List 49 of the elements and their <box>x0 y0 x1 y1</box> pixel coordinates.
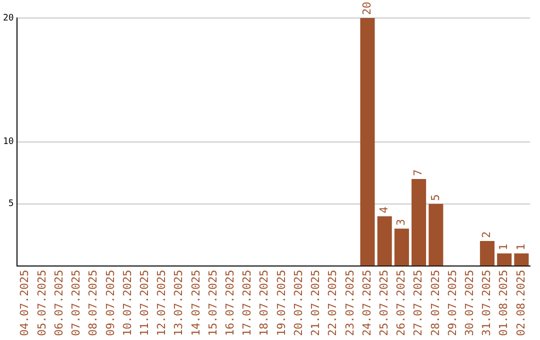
y-tick-label: 5 <box>8 199 14 210</box>
bar <box>514 253 529 266</box>
y-tick-label: 20 <box>2 13 14 24</box>
x-tick-label: 19.07.2025 <box>274 270 288 336</box>
bar <box>360 18 375 266</box>
y-tick-label: 10 <box>2 137 14 148</box>
x-tick-label: 30.07.2025 <box>462 270 476 336</box>
x-tick-label: 01.08.2025 <box>497 270 510 336</box>
x-tick-label: 17.07.2025 <box>240 270 254 336</box>
x-tick-label: 02.08.2025 <box>514 270 528 336</box>
x-tick-label: 09.07.2025 <box>104 270 117 336</box>
x-tick-label: 25.07.2025 <box>377 270 390 336</box>
x-tick-label: 14.07.2025 <box>189 270 202 336</box>
x-tick-label: 06.07.2025 <box>52 270 66 336</box>
x-tick-label: 20.07.2025 <box>292 270 305 336</box>
x-tick-label: 13.07.2025 <box>172 270 186 336</box>
x-tick-label: 07.07.2025 <box>70 270 83 336</box>
x-tick-label: 04.07.2025 <box>18 270 32 336</box>
x-tick-label: 12.07.2025 <box>155 270 168 336</box>
x-tick-label: 22.07.2025 <box>326 270 340 336</box>
data-label: 7 <box>412 169 425 176</box>
data-label: 4 <box>377 206 390 214</box>
x-tick-label: 10.07.2025 <box>120 270 134 336</box>
x-tick-label: 28.07.2025 <box>428 270 442 336</box>
data-label: 1 <box>514 244 528 250</box>
x-tick-label: 31.07.2025 <box>480 270 494 336</box>
x-tick-label: 08.07.2025 <box>86 270 100 336</box>
x-tick-label: 05.07.2025 <box>35 270 48 336</box>
x-tick-label: 29.07.2025 <box>446 270 459 336</box>
bar <box>480 240 495 266</box>
x-tick-label: 16.07.2025 <box>224 270 237 336</box>
data-label: 20 <box>360 2 374 15</box>
x-tick-label: 27.07.2025 <box>412 270 425 336</box>
bar <box>412 179 426 266</box>
x-tick-label: 11.07.2025 <box>138 270 151 336</box>
x-tick-label: 26.07.2025 <box>394 270 408 336</box>
bar <box>394 228 409 266</box>
bar <box>497 253 512 266</box>
x-tick-label: 15.07.2025 <box>206 270 220 336</box>
bar <box>428 204 444 266</box>
data-label: 5 <box>428 194 442 201</box>
data-label: 3 <box>394 218 408 226</box>
x-tick-label: 23.07.2025 <box>343 270 356 336</box>
bar <box>377 216 392 266</box>
data-label: 2 <box>480 231 494 238</box>
x-tick-label: 18.07.2025 <box>258 270 271 336</box>
x-tick-label: 21.07.2025 <box>309 270 322 336</box>
data-label: 1 <box>497 244 510 250</box>
x-tick-label: 24.07.2025 <box>360 270 374 336</box>
